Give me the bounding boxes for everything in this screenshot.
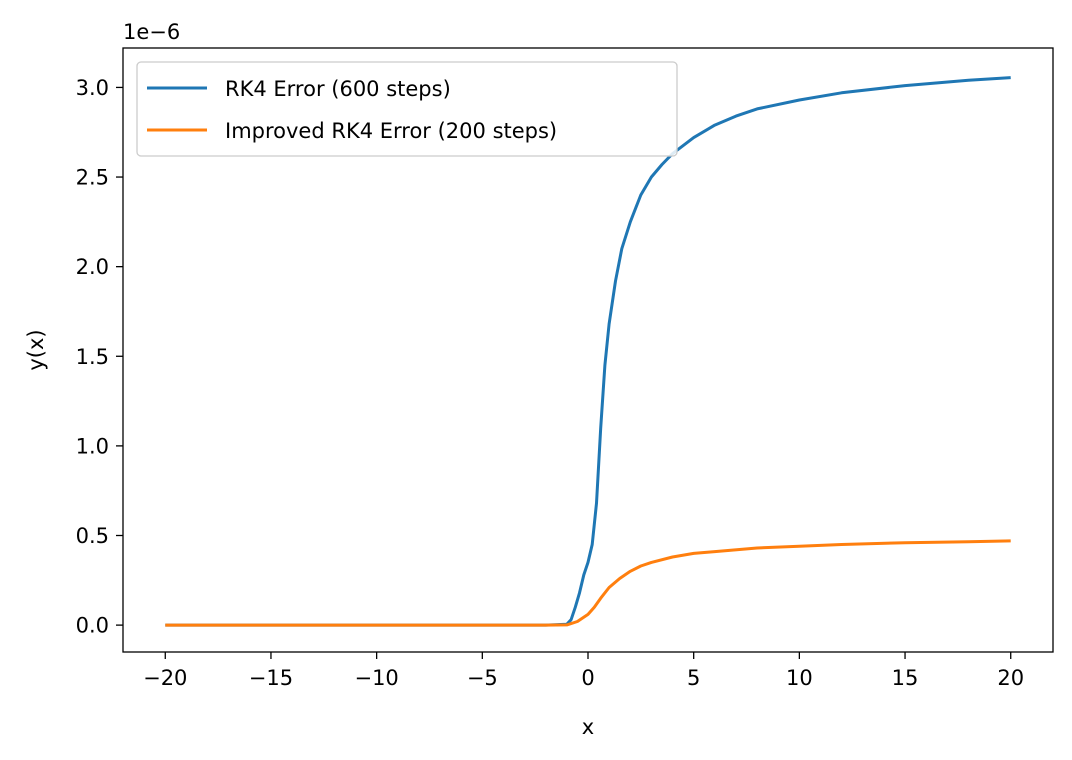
y-axis-label: y(x) [24, 329, 48, 370]
x-tick-label: −15 [249, 666, 293, 690]
x-axis-label: x [582, 715, 594, 739]
series-line-2 [165, 539, 1011, 627]
x-tick-label: 20 [997, 666, 1024, 690]
x-tick-label: 10 [786, 666, 813, 690]
y-tick-label: 2.5 [76, 166, 109, 190]
x-tick-label: 0 [581, 666, 594, 690]
y-axis-ticks: 0.0 0.5 1.0 1.5 2.0 2.5 3.0 [76, 76, 123, 638]
legend-label: RK4 Error (600 steps) [225, 77, 451, 101]
y-tick-label: 1.5 [76, 345, 109, 369]
y-tick-label: 2.0 [76, 255, 109, 279]
series-line-1 [165, 76, 1011, 627]
x-tick-label: −10 [354, 666, 398, 690]
x-tick-label: 15 [892, 666, 919, 690]
x-tick-label: 5 [687, 666, 700, 690]
y-tick-label: 3.0 [76, 76, 109, 100]
legend-label: Improved RK4 Error (200 steps) [225, 119, 557, 143]
legend-box [136, 61, 678, 157]
x-tick-label: −5 [467, 666, 498, 690]
y-axis-offset-text: 1e−6 [123, 20, 180, 44]
series-lines [165, 76, 1011, 627]
y-tick-label: 1.0 [76, 434, 109, 458]
x-axis-ticks: −20 −15 −10 −5 0 5 10 15 20 [143, 652, 1024, 690]
x-tick-label: −20 [143, 666, 187, 690]
legend: RK4 Error (600 steps) Improved RK4 Error … [136, 61, 678, 157]
y-tick-label: 0.5 [76, 524, 109, 548]
y-tick-label: 0.0 [76, 614, 109, 638]
